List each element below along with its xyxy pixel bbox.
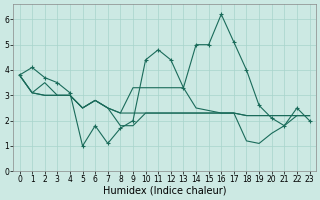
X-axis label: Humidex (Indice chaleur): Humidex (Indice chaleur): [103, 186, 226, 196]
